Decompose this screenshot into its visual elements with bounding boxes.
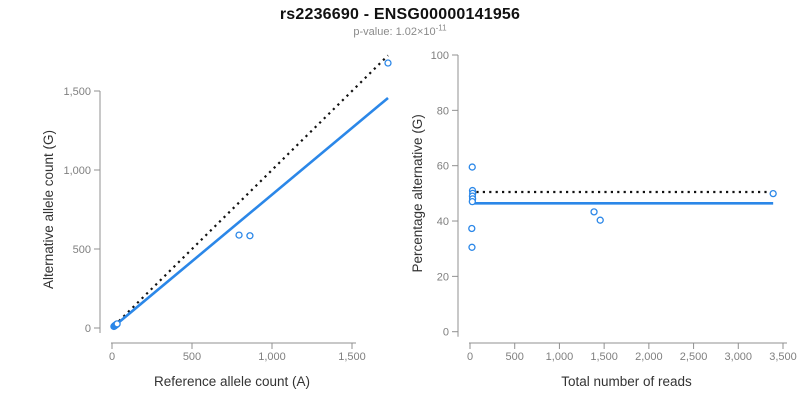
data-point <box>468 198 476 206</box>
x-tick-label: 1,000 <box>546 351 574 363</box>
x-tick-label: 0 <box>467 351 473 363</box>
plot-allele-counts: 0 500 1,000 1,500 0 500 1,000 1,500 Reference al… <box>41 54 392 389</box>
y-tick-label: 500 <box>73 244 91 256</box>
y-axis-title: Percentage alternative (G) <box>410 114 425 272</box>
x-tick-label: 3,500 <box>769 351 797 363</box>
fit-line <box>111 96 389 329</box>
y-tick-label: 1,500 <box>63 86 91 98</box>
y-tick-label: 60 <box>437 161 449 173</box>
x-tick-label: 3,000 <box>725 351 753 363</box>
y-tick-label: 1,000 <box>63 165 91 177</box>
x-tick-label: 0 <box>109 351 115 363</box>
x-axis-title: Total number of reads <box>561 374 692 389</box>
plot-percentage-vs-reads: 0 20 40 60 80 100 0 500 1,000 1,500 2,000 2,500 3,00… <box>410 50 797 389</box>
y-axis-title: Alternative allele count (G) <box>41 130 56 289</box>
x-tick-label: 1,500 <box>338 351 366 363</box>
identity-line <box>113 54 389 327</box>
data-point <box>235 231 243 239</box>
y-tick-label: 0 <box>85 323 91 335</box>
x-tick-label: 2,500 <box>680 351 708 363</box>
y-tick-label: 100 <box>431 50 449 62</box>
data-point <box>769 189 777 198</box>
y-tick-label: 0 <box>443 327 449 339</box>
y-tick-label: 20 <box>437 271 449 283</box>
data-point <box>384 59 392 67</box>
x-tick-label: 1,000 <box>258 351 286 363</box>
data-point <box>590 208 598 216</box>
data-point <box>113 320 121 328</box>
data-point <box>468 224 476 233</box>
data-point <box>246 232 254 240</box>
data-point <box>468 243 476 251</box>
x-tick-label: 500 <box>506 351 524 363</box>
x-tick-label: 2,000 <box>635 351 663 363</box>
y-tick-label: 80 <box>437 105 449 117</box>
y-tick-label: 40 <box>437 216 449 228</box>
x-tick-label: 500 <box>183 351 201 363</box>
data-point <box>468 163 476 171</box>
x-axis-title: Reference allele count (A) <box>154 374 310 389</box>
x-tick-label: 1,500 <box>590 351 618 363</box>
data-point <box>596 216 604 224</box>
